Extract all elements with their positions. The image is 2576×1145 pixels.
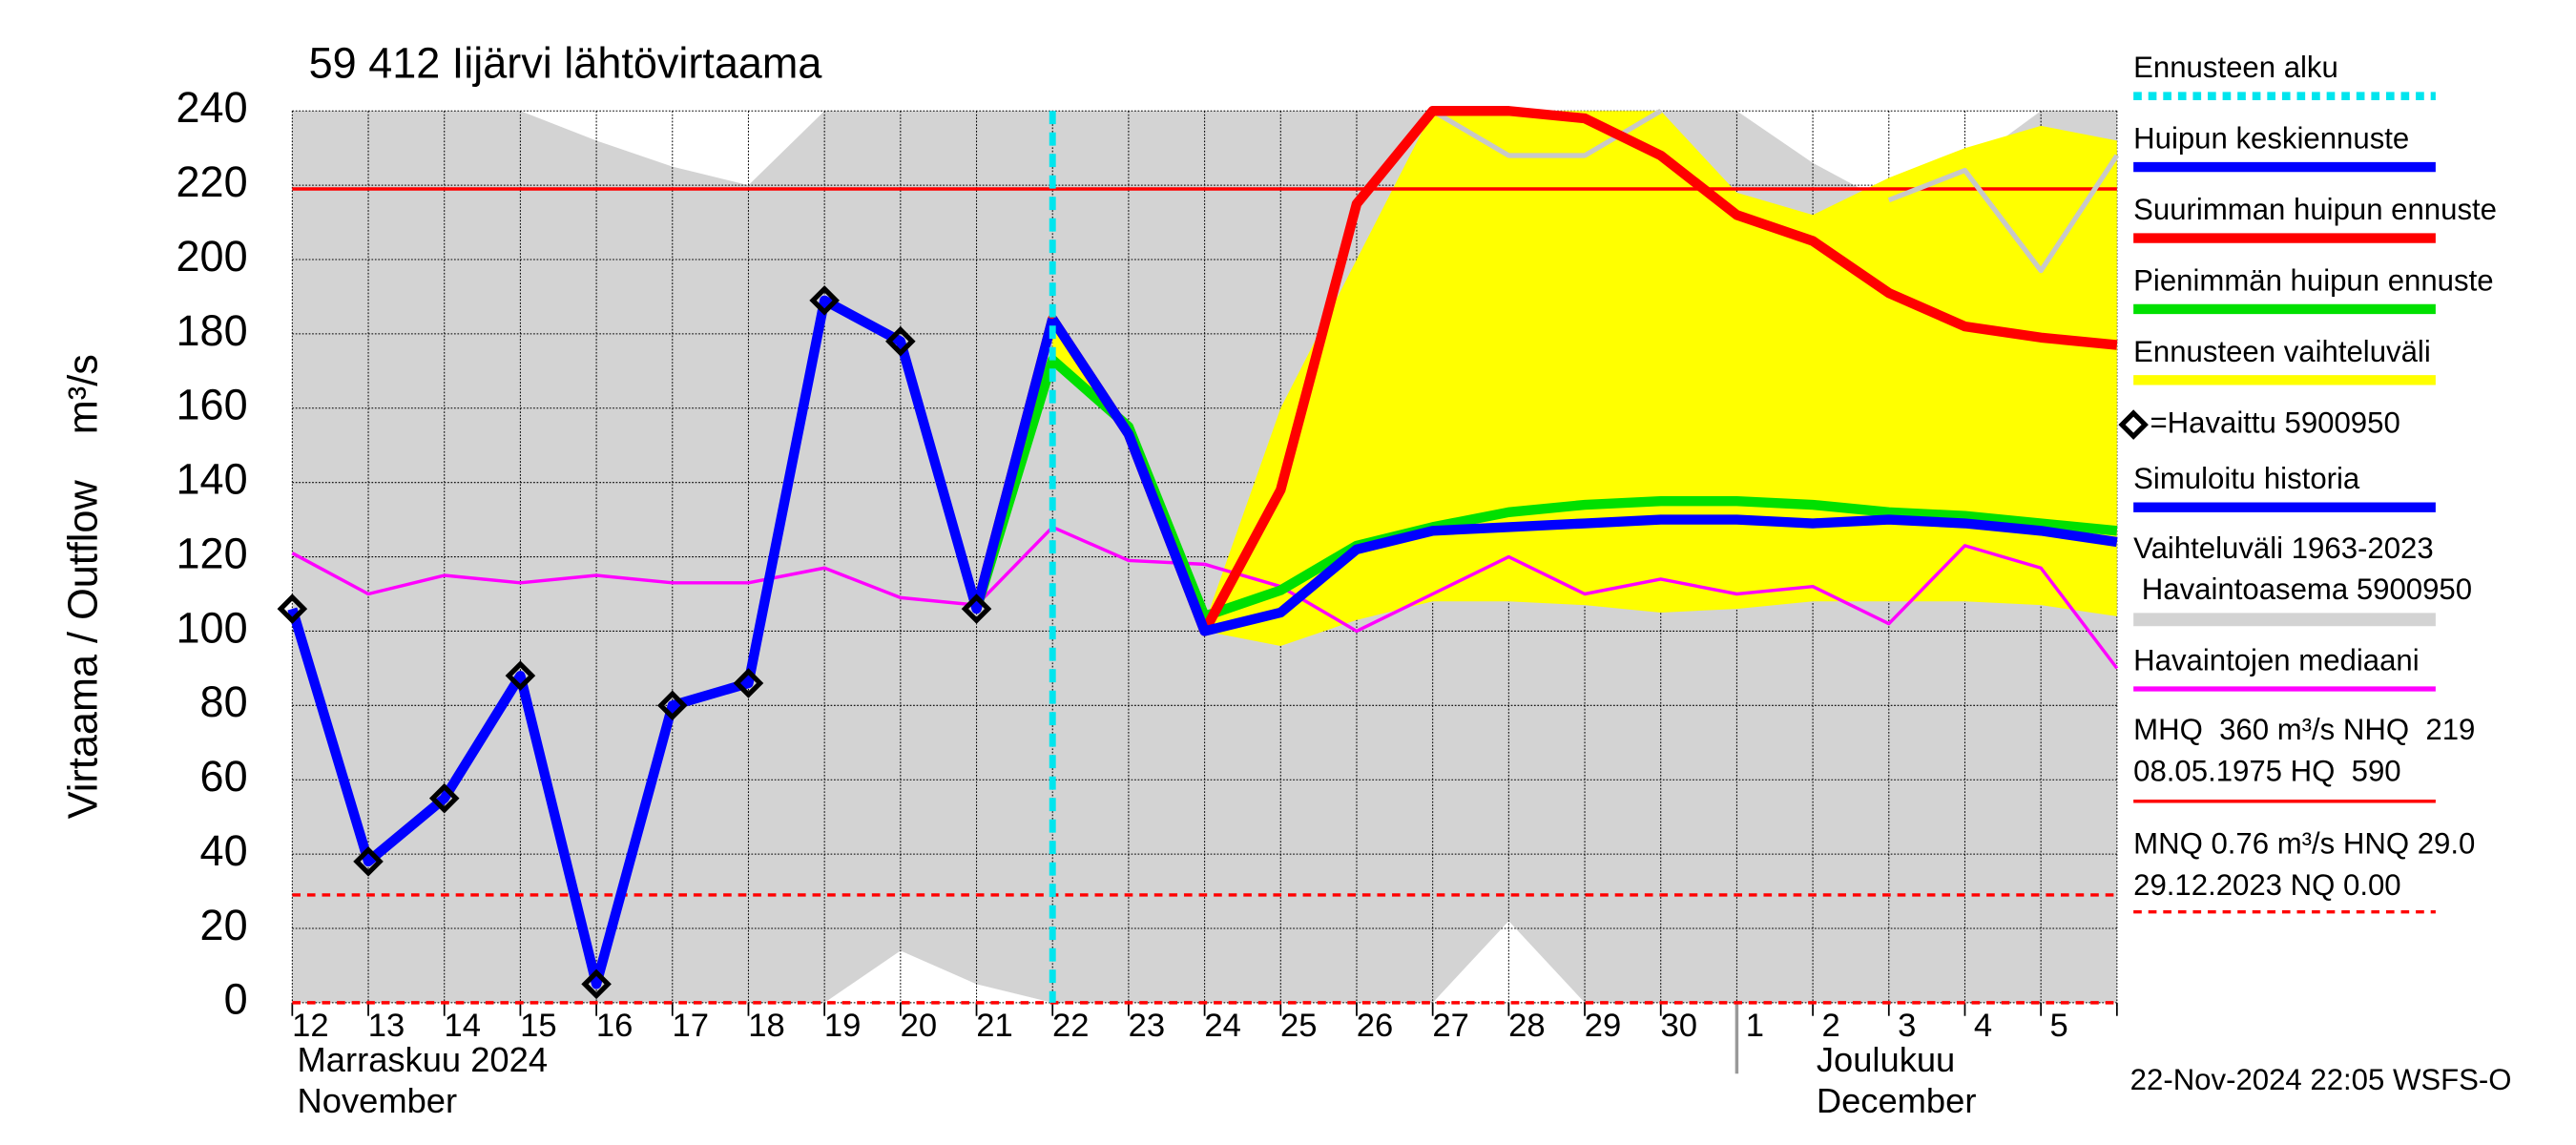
observed-point (353, 846, 384, 877)
y-tick-label: 60 (200, 752, 248, 801)
series-line (1048, 316, 2118, 636)
x-tick-label: 21 (976, 1008, 1012, 1044)
legend-label: Pienimmän huipun ennuste (2133, 263, 2493, 297)
y-tick-label: 180 (177, 306, 248, 355)
legend-label: 08.05.1975 HQ 590 (2133, 755, 2400, 788)
x-tick-label: 15 (520, 1008, 557, 1044)
y-tick-label: 80 (200, 677, 248, 726)
x-tick-label: 29 (1585, 1008, 1622, 1044)
y-tick-label: 20 (200, 901, 248, 949)
y-tick-label: 40 (200, 826, 248, 875)
x-tick-label: 5 (2050, 1008, 2068, 1044)
x-tick-label: 26 (1357, 1008, 1394, 1044)
y-tick-label: 140 (177, 455, 248, 504)
legend-label: Havaintojen mediaani (2133, 644, 2420, 677)
legend-label: Suurimman huipun ennuste (2133, 193, 2497, 226)
x-tick-label: 3 (1898, 1008, 1916, 1044)
y-tick-label: 220 (177, 157, 248, 206)
legend-label: Ennusteen vaihteluväli (2133, 335, 2431, 368)
observed-point (961, 593, 992, 624)
x-tick-label: 4 (1974, 1008, 1992, 1044)
month-label: Marraskuu 2024 (298, 1040, 549, 1079)
x-tick-label: 14 (445, 1008, 482, 1044)
x-tick-label: 27 (1432, 1008, 1469, 1044)
series-line (1887, 154, 2120, 274)
y-tick-label: 0 (224, 975, 248, 1024)
observed-point (505, 660, 536, 691)
x-tick-label: 28 (1508, 1008, 1546, 1044)
x-tick-label: 18 (748, 1008, 785, 1044)
x-tick-label: 25 (1280, 1008, 1318, 1044)
observed-point (581, 968, 612, 1000)
observed-point (733, 668, 764, 698)
x-tick-label: 12 (292, 1008, 329, 1044)
footer: 22-Nov-2024 22:05 WSFS-O (2130, 1063, 2512, 1096)
month-label: November (298, 1081, 458, 1120)
legend-label: Havaintoasema 5900950 (2133, 572, 2472, 606)
x-tick-label: 2 (1822, 1008, 1840, 1044)
legend-label: MNQ 0.76 m³/s HNQ 29.0 (2133, 827, 2475, 861)
x-tick-label: 20 (901, 1008, 938, 1044)
chart-title: 59 412 Iijärvi lähtövirtaama (309, 38, 823, 87)
x-tick-label: 22 (1052, 1008, 1090, 1044)
y-tick-label: 200 (177, 232, 248, 281)
x-tick-label: 16 (596, 1008, 634, 1044)
legend-label: Vaihteluväli 1963-2023 (2133, 531, 2434, 565)
y-tick-label: 160 (177, 381, 248, 429)
y-tick-label: 120 (177, 529, 248, 577)
legend-label: Simuloitu historia (2133, 462, 2360, 495)
observed-point (656, 690, 688, 721)
month-label: Joulukuu (1817, 1040, 1955, 1079)
x-tick-label: 30 (1661, 1008, 1698, 1044)
x-tick-label: 13 (368, 1008, 405, 1044)
x-tick-label: 19 (824, 1008, 862, 1044)
legend-label: MHQ 360 m³/s NHQ 219 (2133, 713, 2475, 746)
x-tick-label: 17 (673, 1008, 710, 1044)
observed-point (809, 285, 840, 316)
legend-label: =Havaittu 5900950 (2150, 406, 2399, 439)
series-line (291, 525, 2119, 670)
series-line (287, 295, 1058, 989)
observed-point (428, 782, 460, 814)
observed-point (885, 325, 916, 357)
y-axis-label: Virtaama / Outflow m³/s (60, 354, 106, 819)
legend-label: Ennusteen alku (2133, 51, 2338, 84)
y-tick-label: 240 (177, 83, 248, 132)
legend-marker (2118, 409, 2149, 440)
x-tick-label: 24 (1204, 1008, 1241, 1044)
y-tick-label: 100 (177, 603, 248, 652)
observed-point (277, 593, 308, 624)
month-label: December (1817, 1081, 1977, 1120)
legend-label: 29.12.2023 NQ 0.00 (2133, 868, 2400, 902)
x-tick-label: 1 (1746, 1008, 1764, 1044)
legend-label: Huipun keskiennuste (2133, 122, 2409, 156)
x-tick-label: 23 (1129, 1008, 1166, 1044)
